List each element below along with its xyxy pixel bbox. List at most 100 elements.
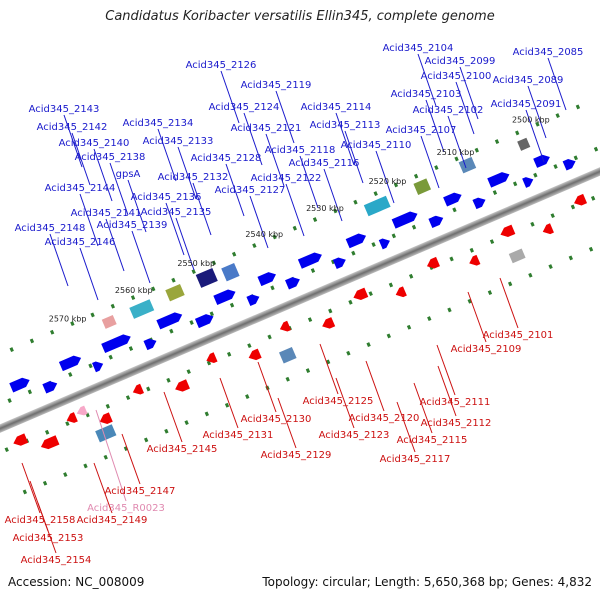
gene-label: Acid345_2100 <box>421 71 492 82</box>
reverse-gene-arrow <box>322 317 336 329</box>
tick-mark <box>7 398 12 403</box>
gene-label: Acid345_2129 <box>261 450 332 461</box>
leader-line <box>163 391 183 443</box>
forward-gene-arrow <box>246 294 260 307</box>
tick-mark <box>474 147 479 153</box>
leader-line <box>335 377 355 429</box>
gene-label: Acid345_2115 <box>397 435 468 446</box>
feature-box <box>101 314 117 329</box>
tick-mark <box>393 182 399 188</box>
tick-mark <box>512 181 518 187</box>
tick-mark <box>146 386 151 392</box>
tick-mark <box>573 155 578 161</box>
tick-mark <box>593 146 599 152</box>
gene-label: Acid345_2125 <box>303 396 374 407</box>
gene-label: Acid345_2114 <box>301 102 372 113</box>
leader-line <box>93 462 113 514</box>
leader-line <box>265 133 285 187</box>
gene-label: Acid345_2110 <box>341 140 412 151</box>
forward-gene-arrow <box>194 314 214 329</box>
accession: Accession: NC_008009 <box>8 575 145 589</box>
leader-line <box>459 66 479 120</box>
leader-line <box>499 277 519 329</box>
tick-mark <box>272 234 277 240</box>
leader-line <box>131 230 151 284</box>
tick-mark <box>108 354 113 360</box>
gene-label: Acid345_2102 <box>413 105 484 116</box>
gene-label: Acid345_2122 <box>251 173 322 184</box>
tick-mark <box>164 428 169 434</box>
feature-box <box>413 178 432 195</box>
leader-line <box>37 502 57 554</box>
gene-label: Acid345_2131 <box>203 430 274 441</box>
feature-box <box>165 283 185 302</box>
tick-mark <box>348 299 353 305</box>
leader-line <box>375 150 395 204</box>
tick-mark <box>88 363 93 369</box>
gene-label: Acid345_2112 <box>421 418 492 429</box>
tick-mark <box>408 273 414 279</box>
leader-line <box>79 193 99 247</box>
forward-gene-arrow <box>345 233 367 249</box>
gene-label: Acid345_2118 <box>265 145 336 156</box>
leader-line <box>436 344 456 396</box>
tick-mark <box>553 164 558 169</box>
tick-mark <box>22 489 28 495</box>
gene-label: Acid345_2107 <box>386 125 457 136</box>
tick-mark <box>328 308 333 314</box>
tick-mark <box>65 421 70 427</box>
feature-box <box>129 299 155 319</box>
leader-line <box>277 397 297 449</box>
tick-mark <box>226 351 232 357</box>
reverse-gene-arrow <box>13 433 29 446</box>
forward-gene-arrow <box>297 252 322 269</box>
tick-mark <box>434 165 439 171</box>
tick-mark <box>487 290 493 296</box>
leader-line <box>447 115 467 169</box>
tick-mark <box>224 402 230 408</box>
tick-mark <box>267 334 272 340</box>
tick-mark <box>548 264 553 270</box>
gene-label: gpsA <box>116 169 141 180</box>
gene-label: Acid345_2142 <box>37 122 108 133</box>
gene-label: Acid345_2140 <box>59 138 130 149</box>
leader-line <box>413 382 433 434</box>
forward-gene-arrow <box>522 177 534 188</box>
tick-mark <box>555 113 560 119</box>
tick-mark <box>209 311 214 317</box>
tick-mark <box>533 172 538 178</box>
tick-mark <box>388 282 394 288</box>
leader-line <box>425 99 445 153</box>
gene-label: Acid345_2119 <box>241 80 312 91</box>
tick-mark <box>568 255 573 261</box>
tick-mark <box>191 269 196 275</box>
feature-box <box>221 262 240 282</box>
tick-mark <box>83 463 88 469</box>
leader-line <box>335 112 355 166</box>
tick-mark <box>166 377 171 383</box>
leader-line <box>219 377 239 429</box>
tick-mark <box>411 224 417 230</box>
tick-mark <box>45 429 50 435</box>
tick-mark <box>27 389 33 395</box>
leader-line <box>249 195 269 249</box>
ruler-label: 2560 kbp <box>115 286 153 295</box>
tick-mark <box>49 329 55 335</box>
ruler-label: 2570 kbp <box>49 314 87 323</box>
reverse-gene-arrow <box>574 193 588 206</box>
leader-line <box>121 433 141 485</box>
tick-mark <box>449 256 454 262</box>
gene-label: Acid345_2091 <box>491 99 562 110</box>
tick-mark <box>90 312 95 318</box>
tick-mark <box>351 250 356 256</box>
ruler-label: 2510 kbp <box>437 148 475 157</box>
leader-line <box>49 233 69 287</box>
tick-mark <box>245 394 250 400</box>
forward-gene-arrow <box>92 361 104 373</box>
feature-box <box>363 195 391 217</box>
tick-mark <box>229 302 235 308</box>
gene-label: Acid345_2127 <box>215 185 286 196</box>
tick-mark <box>507 281 513 287</box>
leader-line <box>323 168 343 222</box>
forward-gene-arrow <box>257 272 276 287</box>
